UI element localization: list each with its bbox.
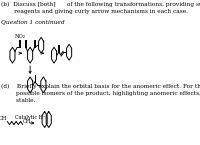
Text: stable.: stable. bbox=[1, 98, 36, 103]
Text: (d)    Briefly explain the orbital basis for the anomeric effect. For the reacti: (d) Briefly explain the orbital basis fo… bbox=[1, 84, 200, 89]
Text: OH: OH bbox=[23, 118, 31, 124]
Text: reagents and giving curly arrow mechanisms in each case.: reagents and giving curly arrow mechanis… bbox=[1, 9, 188, 14]
Text: (b)  Discuss [both]      of the following transformations, providing suitable: (b) Discuss [both] of the following tran… bbox=[1, 2, 200, 7]
Text: possible isomers of the product, highlighting anomeric effects, and explain whic: possible isomers of the product, highlig… bbox=[1, 91, 200, 96]
Text: Question 1 continued: Question 1 continued bbox=[1, 19, 65, 24]
Text: NO₂: NO₂ bbox=[14, 34, 25, 39]
Text: OH: OH bbox=[0, 116, 7, 120]
Text: Catalytic H⁺: Catalytic H⁺ bbox=[15, 115, 45, 119]
